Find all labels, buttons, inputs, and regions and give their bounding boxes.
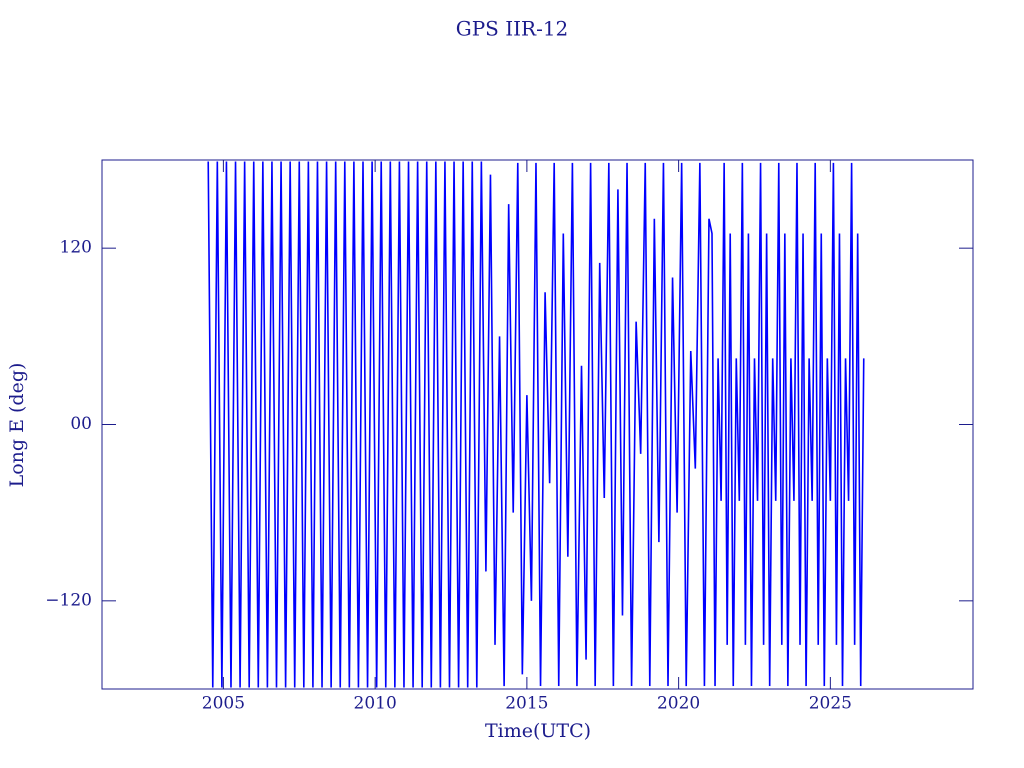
y-tick-label: 00 [70,414,92,434]
x-tick-label: 2015 [505,694,548,714]
data-line [207,161,865,688]
x-tick-label: 2020 [657,694,700,714]
x-tick-label: 2005 [202,694,245,714]
y-axis-label: Long E (deg) [6,363,28,488]
x-axis-label: Time(UTC) [485,720,591,742]
chart-title: GPS IIR-12 [456,17,569,41]
x-tick-label: 2025 [809,694,852,714]
y-tick-label: −120 [45,590,92,610]
y-tick-label: 120 [60,238,92,258]
x-tick-label: 2010 [354,694,397,714]
